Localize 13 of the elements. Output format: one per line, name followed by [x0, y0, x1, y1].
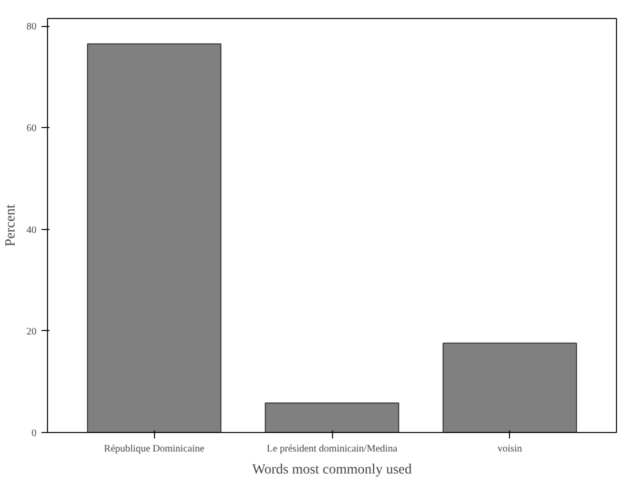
bar [264, 402, 400, 432]
y-tick-label: 20 [26, 326, 36, 338]
x-tick-label: voisin [498, 444, 522, 454]
x-tick-label: République Dominicaine [104, 444, 205, 454]
y-tick-label: 0 [32, 428, 36, 439]
y-tick-label: 80 [26, 22, 36, 33]
bar [87, 43, 222, 432]
y-tick-label: 60 [26, 123, 36, 134]
y-axis-title: Percent [4, 204, 18, 246]
bar [442, 342, 577, 432]
x-axis-title: Words most commonly used [252, 462, 412, 478]
y-tick-label: 40 [26, 224, 36, 236]
x-tick-label: Le président dominicain/Medina [266, 444, 398, 454]
